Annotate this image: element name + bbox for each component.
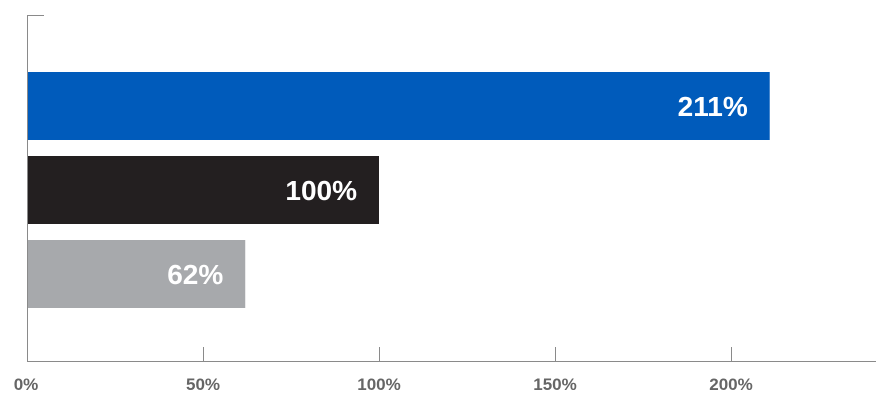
bar-value-label-0: 211% bbox=[678, 91, 748, 122]
x-tick-label-3: 150% bbox=[533, 375, 576, 394]
x-tick-label-4: 200% bbox=[709, 375, 752, 394]
y-axis bbox=[27, 15, 44, 362]
bars: 211% 100% 62% bbox=[28, 72, 770, 308]
bar-0 bbox=[28, 72, 770, 140]
bar-value-label-2: 62% bbox=[167, 259, 223, 290]
bar-1 bbox=[28, 156, 379, 224]
bar-2 bbox=[28, 240, 246, 308]
x-tick-label-0: 0% bbox=[14, 375, 39, 394]
x-tick-label-2: 100% bbox=[357, 375, 400, 394]
x-tick-label-1: 50% bbox=[186, 375, 220, 394]
bar-value-label-1: 100% bbox=[285, 175, 357, 206]
x-axis: 0% 50% 100% 150% 200% bbox=[14, 347, 876, 394]
